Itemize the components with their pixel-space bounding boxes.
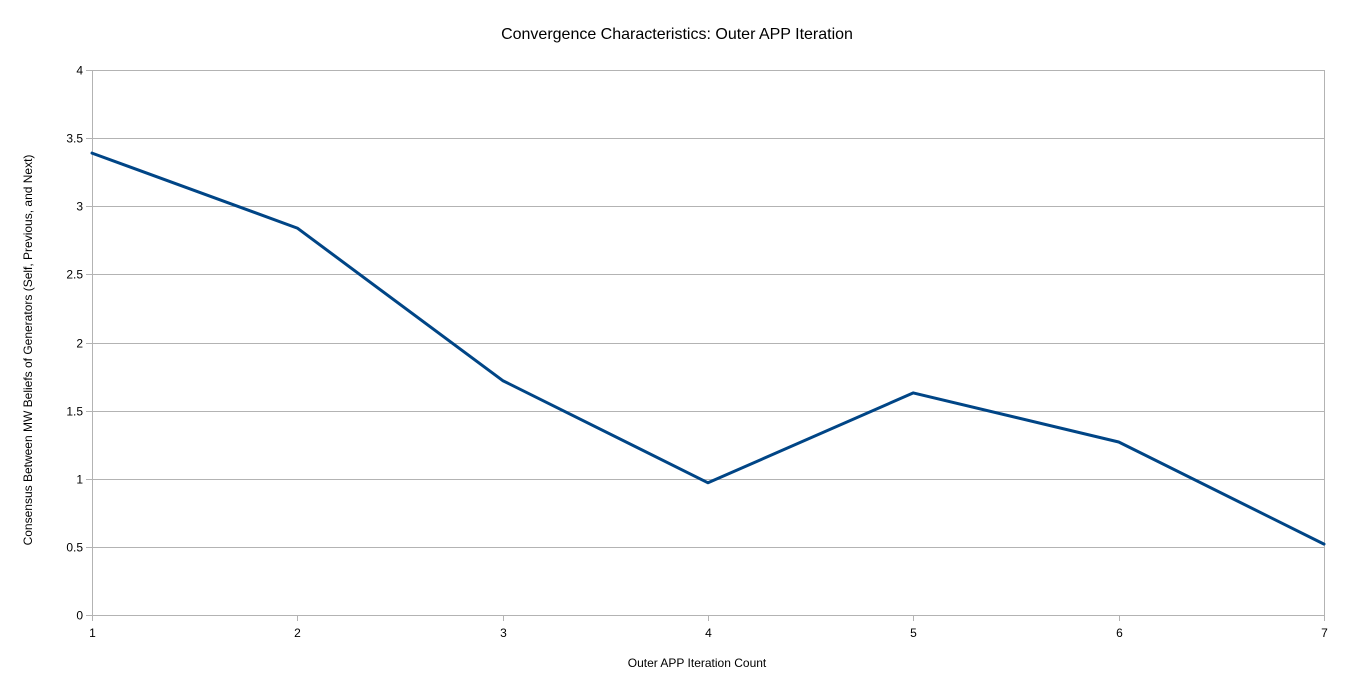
y-tick-label: 0 <box>76 609 83 623</box>
x-tick-label: 4 <box>705 626 712 640</box>
x-axis-label: Outer APP Iteration Count <box>628 656 767 670</box>
y-axis-label: Consensus Between MW Beliefs of Generato… <box>21 155 35 546</box>
y-tick-label: 2.5 <box>66 268 83 282</box>
series-line <box>90 151 1326 546</box>
x-tick-label: 2 <box>294 626 301 640</box>
y-tick-label: 3 <box>76 200 83 214</box>
y-tick-label: 3.5 <box>66 132 83 146</box>
x-tick-label: 7 <box>1321 626 1328 640</box>
y-tick-label: 2 <box>76 337 83 351</box>
x-tick-label: 5 <box>910 626 917 640</box>
y-tick-label: 0.5 <box>66 541 83 555</box>
chart-title: Convergence Characteristics: Outer APP I… <box>501 26 853 43</box>
x-tick-label: 3 <box>500 626 507 640</box>
y-tick-label: 1.5 <box>66 405 83 419</box>
series <box>90 151 1326 546</box>
y-tick-label: 4 <box>76 64 83 78</box>
x-tick-label: 1 <box>89 626 96 640</box>
axes <box>86 70 1325 621</box>
x-tick-label: 6 <box>1116 626 1123 640</box>
y-tick-label: 1 <box>76 473 83 487</box>
gridlines <box>92 70 1324 616</box>
tick-labels: 0 0.5 1 1.5 2 2.5 3 3.5 4 1 2 3 4 5 6 7 <box>66 64 1328 641</box>
